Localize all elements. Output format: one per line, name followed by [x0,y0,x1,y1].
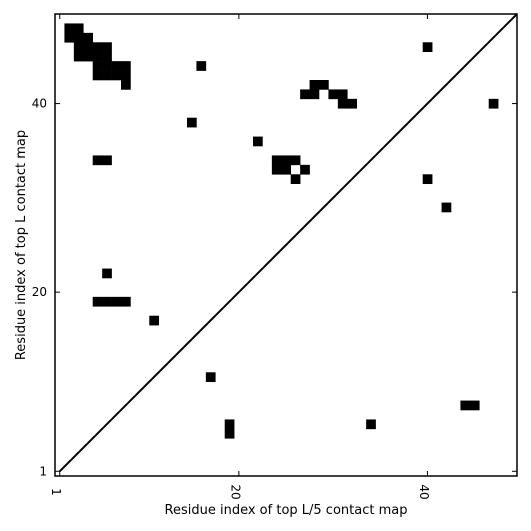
contact-cell-upper [328,89,339,100]
contact-cell-upper [300,164,310,175]
contact-cell-upper [64,32,75,43]
contact-cell-upper [281,164,292,175]
contact-cell-upper [337,98,348,109]
contact-cell-upper [121,296,131,307]
contact-cell-upper [73,51,84,62]
contact-cell-upper [121,61,131,71]
diagonal-line [59,13,518,472]
contact-cell-lower [224,419,235,430]
contact-cell-upper [73,42,84,53]
contact-cell-upper [92,296,103,307]
contact-cell-upper [102,70,112,81]
contact-cell-upper [422,174,433,185]
contact-cell-upper [271,164,282,175]
contact-cell-lower [224,428,235,439]
contact-cell-upper [441,202,452,213]
contact-cell-upper [64,23,75,34]
contact-cell-upper [92,42,103,53]
contact-cell-upper [121,80,131,90]
contact-cell-upper [290,155,301,166]
contact-cell-lower [460,400,471,411]
x-tick-label: 20 [228,484,242,499]
x-tick-label: 1 [49,488,63,496]
contact-cell-upper [196,61,207,71]
contact-cell-upper [83,42,94,53]
tick-marks [55,14,517,476]
x-axis-label: Residue index of top L/5 contact map [165,503,408,518]
y-axis-label: Residue index of top L contact map [14,130,29,360]
y-tick-label: 1 [39,464,47,478]
contact-cell-upper [92,61,103,71]
contact-cell-upper [111,70,122,81]
contact-cell-upper [149,315,160,326]
contact-cell-upper [422,42,433,53]
contact-cell-upper [309,80,320,90]
contact-cell-lower [366,419,376,430]
contact-cell-upper [83,51,94,62]
contact-cell-upper [111,296,122,307]
contact-cell-upper [83,32,94,43]
contact-cell-upper [187,117,197,128]
contact-cell-upper [271,155,282,166]
contact-cell-upper [73,23,84,34]
contact-cell-upper [102,61,112,71]
contact-cell-upper [290,174,301,185]
plot-frame [54,13,518,477]
x-tick-label: 40 [417,484,431,499]
contact-cell-upper [102,296,112,307]
contact-cell-upper [102,268,112,279]
contact-cell-upper [347,98,358,109]
contact-cell-upper [253,136,263,147]
contact-cell-upper [319,80,329,90]
contact-cell-upper [102,42,112,53]
contact-cell-upper [488,98,499,109]
contact-cell-upper [102,155,112,166]
y-tick-label: 40 [32,97,47,111]
contact-cell-upper [121,70,131,81]
y-tick-label: 20 [32,285,47,299]
tick-labels: 1 20 40 1 20 40 [32,97,431,500]
contact-cells [64,23,499,439]
contact-cell-upper [281,155,292,166]
contact-cell-upper [92,155,103,166]
contact-cell-lower [469,400,480,411]
contact-cell-upper [92,51,103,62]
contact-cell-upper [300,89,310,100]
contact-cell-upper [111,61,122,71]
contact-cell-upper [309,89,320,100]
contact-cell-upper [92,70,103,81]
contact-cell-upper [102,51,112,62]
contact-cell-upper [337,89,348,100]
contact-cell-lower [205,372,216,383]
contact-cell-upper [73,32,84,43]
